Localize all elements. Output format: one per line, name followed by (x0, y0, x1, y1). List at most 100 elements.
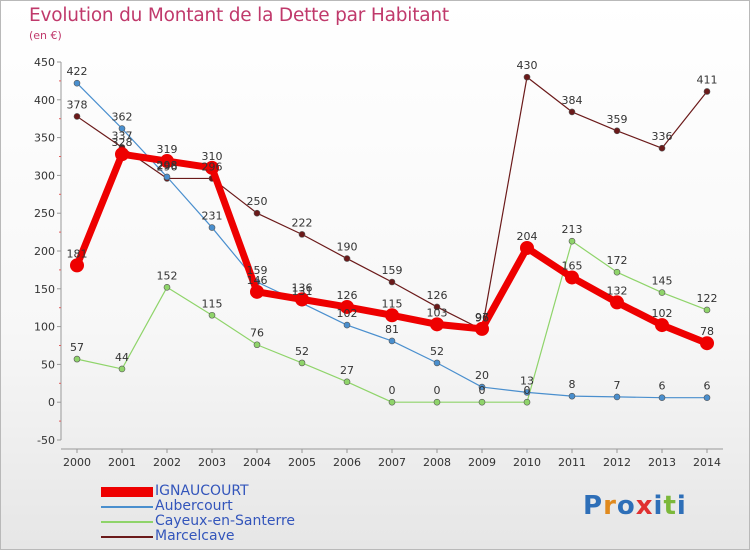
data-point (118, 365, 126, 373)
data-point (523, 398, 531, 406)
data-point (658, 144, 666, 152)
data-label: 298 (157, 159, 178, 172)
y-tick-label: 200 (34, 245, 55, 258)
data-label: 146 (247, 274, 268, 287)
data-point (430, 317, 444, 332)
data-point (118, 125, 126, 132)
data-point (613, 268, 621, 276)
data-label: 190 (337, 241, 358, 254)
data-point (253, 341, 261, 349)
data-label: 96 (475, 312, 489, 325)
data-point (478, 398, 486, 406)
data-label: 20 (475, 369, 489, 382)
data-label: 165 (562, 259, 583, 272)
data-point (613, 127, 621, 135)
data-point (208, 224, 216, 231)
data-point (523, 73, 531, 81)
data-point (343, 378, 351, 386)
data-label: 181 (67, 247, 88, 260)
data-label: 136 (292, 281, 313, 294)
y-tick-label: 0 (48, 396, 55, 409)
y-tick-label: 400 (34, 94, 55, 107)
data-point (523, 389, 531, 396)
x-tick-label: 2011 (558, 456, 586, 469)
y-tick-label: 450 (34, 56, 55, 69)
x-tick-label: 2003 (198, 456, 226, 469)
data-label: 213 (562, 223, 583, 236)
data-label: 430 (517, 59, 538, 72)
data-point (253, 209, 261, 217)
data-label: 44 (115, 351, 129, 364)
x-tick-label: 2009 (468, 456, 496, 469)
x-tick-label: 2001 (108, 456, 136, 469)
data-label: 102 (652, 307, 673, 320)
data-point (388, 398, 396, 406)
data-label: 145 (652, 275, 673, 288)
data-label: 97 (475, 311, 489, 324)
legend-label: IGNAUCOURT (155, 483, 249, 499)
data-point (520, 240, 534, 255)
y-tick-label: 150 (34, 283, 55, 296)
data-point (610, 295, 624, 310)
y-tick-label: 250 (34, 207, 55, 220)
data-label: 132 (607, 284, 628, 297)
data-point (565, 270, 579, 285)
data-point (388, 278, 396, 286)
data-label: 7 (614, 379, 621, 392)
data-point (205, 160, 219, 175)
data-point (115, 147, 129, 162)
data-point (703, 88, 711, 95)
data-label: 131 (292, 285, 313, 298)
data-point (433, 303, 441, 311)
data-label: 337 (112, 129, 133, 142)
data-point (478, 383, 486, 391)
y-tick-label: 100 (34, 321, 55, 334)
data-label: 359 (607, 113, 628, 126)
data-point (388, 337, 396, 345)
legend-swatch (101, 521, 153, 523)
data-point (250, 284, 264, 299)
data-label: 159 (247, 264, 268, 277)
data-point (568, 392, 576, 400)
data-point (73, 113, 81, 120)
data-label: 0 (434, 384, 441, 397)
data-label: 152 (157, 269, 178, 282)
data-label: 102 (337, 307, 358, 320)
data-point (433, 398, 441, 406)
data-label: 384 (562, 94, 583, 107)
data-label: 362 (112, 111, 133, 124)
legend-label: Aubercourt (155, 498, 233, 514)
proxiti-logo: Proxiti (583, 491, 687, 521)
y-tick-label: 300 (34, 169, 55, 182)
data-label: 319 (157, 143, 178, 156)
data-label: 250 (247, 195, 268, 208)
x-tick-label: 2010 (513, 456, 541, 469)
logo-letter: t (663, 491, 677, 521)
data-point (568, 237, 576, 245)
data-point (340, 299, 354, 314)
logo-letter: x (635, 491, 654, 521)
data-point (295, 292, 309, 307)
logo-letter: i (676, 491, 687, 521)
legend-label: Cayeux-en-Santerre (155, 513, 296, 529)
chart-title: Evolution du Montant de la Dette par Hab… (29, 5, 449, 26)
data-label: 172 (607, 254, 628, 267)
data-label: 231 (202, 210, 223, 223)
data-point (475, 321, 489, 336)
x-tick-label: 2012 (603, 456, 631, 469)
data-point (568, 108, 576, 116)
data-point (655, 318, 669, 333)
logo-letter: r (603, 491, 617, 521)
x-tick-label: 2005 (288, 456, 316, 469)
data-point (298, 231, 306, 238)
data-point (163, 283, 171, 291)
data-label: 103 (427, 306, 448, 319)
data-label: 378 (67, 98, 88, 111)
data-point (343, 255, 351, 262)
data-label: 411 (697, 73, 718, 86)
data-label: 78 (700, 325, 714, 338)
data-label: 52 (295, 345, 309, 358)
data-label: 296 (202, 160, 223, 173)
